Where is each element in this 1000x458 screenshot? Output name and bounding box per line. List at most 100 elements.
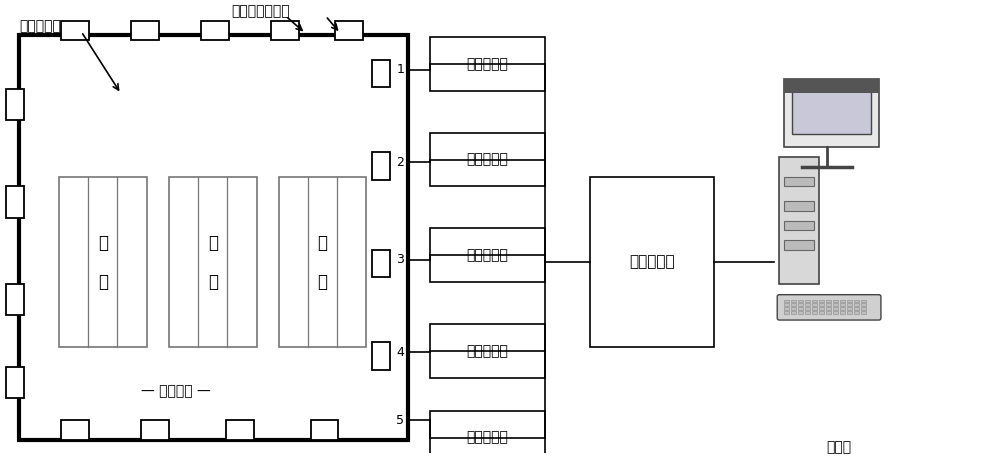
Bar xyxy=(271,21,299,40)
Bar xyxy=(6,89,24,120)
Bar xyxy=(847,300,852,302)
Bar xyxy=(798,311,803,314)
Bar xyxy=(833,304,838,306)
Text: 放大滤波器: 放大滤波器 xyxy=(467,153,508,167)
Bar xyxy=(6,367,24,398)
Bar xyxy=(819,307,824,311)
Bar xyxy=(131,21,159,40)
Bar xyxy=(861,311,866,314)
Text: 绕: 绕 xyxy=(208,234,218,251)
Bar xyxy=(335,21,363,40)
Bar xyxy=(61,21,89,40)
Bar xyxy=(833,307,838,311)
Text: 2: 2 xyxy=(396,156,404,169)
Text: 数据采集器: 数据采集器 xyxy=(629,255,675,270)
Bar xyxy=(812,307,817,311)
Bar xyxy=(812,311,817,314)
Bar xyxy=(6,284,24,315)
Text: 放大滤波器: 放大滤波器 xyxy=(467,248,508,262)
Bar xyxy=(784,311,789,314)
Bar xyxy=(847,304,852,306)
Bar xyxy=(798,304,803,306)
Bar xyxy=(791,300,796,302)
Bar xyxy=(784,240,814,250)
Bar xyxy=(861,300,866,302)
Bar xyxy=(784,201,814,211)
Bar xyxy=(805,300,810,302)
Text: 组: 组 xyxy=(317,273,327,290)
Bar xyxy=(19,35,408,440)
Text: 5: 5 xyxy=(396,414,404,427)
Bar xyxy=(861,304,866,306)
Bar xyxy=(372,250,390,277)
Text: 1: 1 xyxy=(396,63,404,76)
Bar xyxy=(826,307,831,311)
Text: 放大滤波器: 放大滤波器 xyxy=(467,344,508,358)
Bar xyxy=(430,229,545,282)
Bar xyxy=(792,87,871,134)
Bar xyxy=(798,300,803,302)
Text: 变压器内部: 变压器内部 xyxy=(19,19,61,33)
Bar xyxy=(784,177,814,186)
Bar xyxy=(372,343,390,370)
Bar xyxy=(791,311,796,314)
Bar xyxy=(141,420,169,440)
Bar xyxy=(826,311,831,314)
Text: 组: 组 xyxy=(98,273,108,290)
Bar xyxy=(798,307,803,311)
Bar xyxy=(854,311,859,314)
Bar xyxy=(833,300,838,302)
Bar xyxy=(784,304,789,306)
Bar xyxy=(812,300,817,302)
Bar xyxy=(372,60,390,87)
FancyBboxPatch shape xyxy=(777,294,881,320)
Bar xyxy=(861,307,866,311)
Bar xyxy=(840,304,845,306)
Bar xyxy=(6,186,24,218)
Bar xyxy=(201,21,229,40)
Bar xyxy=(840,307,845,311)
Text: 放大滤波器: 放大滤波器 xyxy=(467,57,508,71)
Bar xyxy=(840,311,845,314)
Bar xyxy=(779,157,819,284)
Bar xyxy=(805,307,810,311)
Bar xyxy=(784,300,789,302)
Text: 4: 4 xyxy=(396,346,404,359)
Bar xyxy=(847,311,852,314)
Text: 绕: 绕 xyxy=(317,234,327,251)
Bar xyxy=(854,300,859,302)
Bar xyxy=(833,311,838,314)
Bar xyxy=(805,304,810,306)
Bar xyxy=(854,307,859,311)
Bar xyxy=(847,307,852,311)
Bar xyxy=(430,411,545,458)
Bar xyxy=(279,177,366,347)
Bar xyxy=(819,311,824,314)
Bar xyxy=(784,79,879,93)
Bar xyxy=(854,304,859,306)
Text: 超声传感器阵列: 超声传感器阵列 xyxy=(231,4,290,18)
Bar xyxy=(226,420,254,440)
Bar xyxy=(784,307,789,311)
Bar xyxy=(805,311,810,314)
Bar xyxy=(61,420,89,440)
Text: 3: 3 xyxy=(396,253,404,266)
Bar xyxy=(791,304,796,306)
Text: 计算机: 计算机 xyxy=(826,440,852,454)
Bar xyxy=(169,177,257,347)
Text: — 变压器油 —: — 变压器油 — xyxy=(141,384,211,398)
Text: 绕: 绕 xyxy=(98,234,108,251)
Text: 放大滤波器: 放大滤波器 xyxy=(467,431,508,445)
Bar xyxy=(784,79,879,147)
Bar xyxy=(430,133,545,186)
Bar xyxy=(819,304,824,306)
Bar xyxy=(372,153,390,180)
Bar xyxy=(826,304,831,306)
Bar xyxy=(826,300,831,302)
Bar xyxy=(311,420,338,440)
Text: 组: 组 xyxy=(208,273,218,290)
Bar xyxy=(840,300,845,302)
Bar xyxy=(430,324,545,377)
Bar xyxy=(819,300,824,302)
Bar xyxy=(590,177,714,347)
